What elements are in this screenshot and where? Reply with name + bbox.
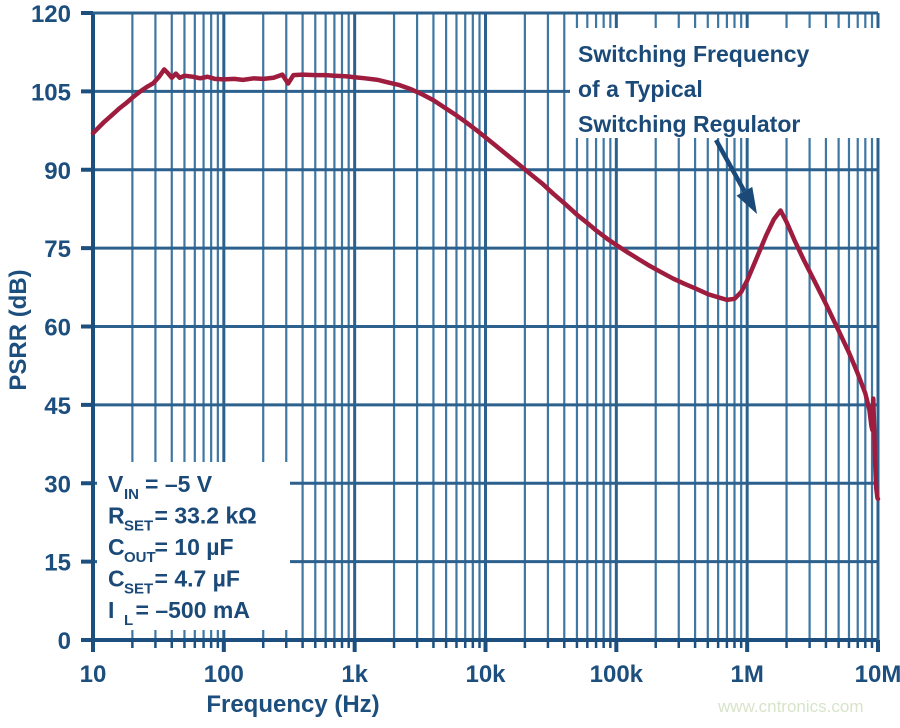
parameter-value: = –500 mA <box>136 597 250 623</box>
y-tick-label-75: 75 <box>44 236 71 263</box>
parameter-rows: V IN = –5 VR SET = 33.2 kΩC OUT = 10 µFC SET… <box>108 471 257 629</box>
y-axis-title: PSRR (dB) <box>5 269 32 390</box>
parameter-symbol: R <box>108 503 125 529</box>
annotation-line-2: of a Typical <box>578 76 703 102</box>
x-axis-title: Frequency (Hz) <box>206 691 379 718</box>
parameter-row: C SET = 4.7 µF <box>108 566 240 598</box>
annotation-text-mask <box>570 28 880 138</box>
parameter-row: C OUT = 10 µF <box>108 534 234 566</box>
annotation-line-3: Switching Regulator <box>578 111 800 137</box>
x-tick-label-100k: 100k <box>590 661 644 688</box>
parameter-symbol: V <box>108 471 124 497</box>
y-tick-label-0: 0 <box>58 628 71 655</box>
parameter-row: V IN = –5 V <box>108 471 213 503</box>
parameter-subscript: IN <box>124 486 139 503</box>
parameter-row: R SET = 33.2 kΩ <box>108 503 257 535</box>
psrr-curve <box>90 67 881 502</box>
parameter-subscript: SET <box>124 581 153 598</box>
y-tick-label-105: 105 <box>31 79 71 106</box>
y-tick-label-15: 15 <box>44 550 71 577</box>
watermark-text: www.cntronics.com <box>717 697 863 716</box>
annotation-arrow-icon <box>714 138 757 214</box>
x-tick-label-10k: 10k <box>465 661 506 688</box>
x-tick-label-100: 100 <box>204 661 244 688</box>
x-tick-label-1M: 1M <box>730 661 763 688</box>
parameter-symbol: C <box>108 566 125 592</box>
y-tick-label-45: 45 <box>44 393 71 420</box>
parameter-value: = –5 V <box>145 471 213 497</box>
y-tick-label-90: 90 <box>44 158 71 185</box>
parameter-subscript: SET <box>124 518 153 535</box>
parameter-value: = 4.7 µF <box>155 566 241 592</box>
parameter-value: = 10 µF <box>155 534 234 560</box>
parameter-box: V IN = –5 VR SET = 33.2 kΩC OUT = 10 µFC SET… <box>97 462 290 630</box>
x-tick-label-10M: 10M <box>855 661 900 688</box>
y-tick-label-60: 60 <box>44 315 71 342</box>
y-axis-ticks <box>81 11 93 642</box>
parameter-symbol: C <box>108 534 125 560</box>
parameter-subscript: OUT <box>124 549 156 566</box>
y-tick-label-30: 30 <box>44 471 71 498</box>
x-axis-ticks <box>91 640 880 652</box>
parameter-value: = 33.2 kΩ <box>155 503 257 529</box>
annotation-line-1: Switching Frequency <box>578 41 810 67</box>
x-tick-label-10: 10 <box>80 661 107 688</box>
x-axis-tick-labels: 10 100 1k 10k 100k 1M 10M <box>80 661 900 688</box>
x-tick-label-1k: 1k <box>341 661 368 688</box>
y-tick-label-120: 120 <box>31 1 71 28</box>
switching-frequency-annotation: Switching Frequency of a Typical Switchi… <box>570 28 880 214</box>
data-series-psrr <box>90 67 881 502</box>
parameter-box-background <box>97 462 290 630</box>
parameter-subscript: L <box>124 612 133 629</box>
parameter-symbol: I <box>108 597 114 623</box>
y-axis-tick-labels: 0 15 30 45 60 75 90 105 120 <box>31 1 71 655</box>
